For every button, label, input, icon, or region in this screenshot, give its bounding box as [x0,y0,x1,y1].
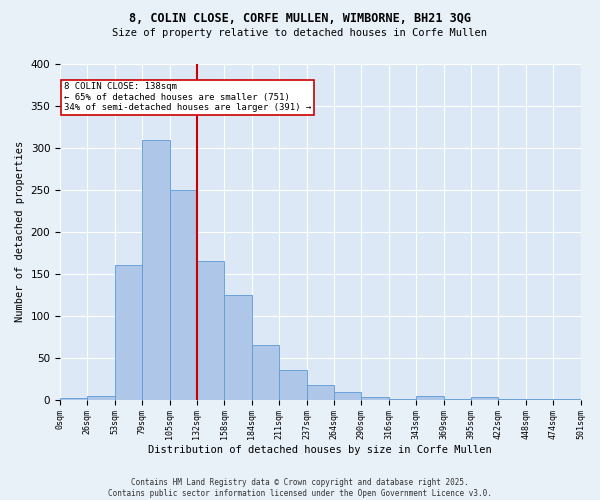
Bar [142,140,170,400]
X-axis label: Distribution of detached houses by size in Corfe Mullen: Distribution of detached houses by size … [148,445,492,455]
Text: Contains HM Land Registry data © Crown copyright and database right 2025.
Contai: Contains HM Land Registry data © Crown c… [108,478,492,498]
Text: 8 COLIN CLOSE: 138sqm
← 65% of detached houses are smaller (751)
34% of semi-det: 8 COLIN CLOSE: 138sqm ← 65% of detached … [64,82,311,112]
Bar [416,396,443,400]
Bar [553,399,580,400]
Bar [224,295,252,400]
Bar [389,399,416,400]
Bar [499,399,526,400]
Bar [471,397,499,400]
Bar [361,397,389,400]
Bar [526,399,553,400]
Bar [115,266,142,400]
Bar [252,345,279,400]
Bar [60,398,88,400]
Bar [334,392,361,400]
Y-axis label: Number of detached properties: Number of detached properties [15,141,25,322]
Bar [307,384,334,400]
Bar [88,396,115,400]
Bar [279,370,307,400]
Bar [197,261,224,400]
Bar [170,190,197,400]
Text: 8, COLIN CLOSE, CORFE MULLEN, WIMBORNE, BH21 3QG: 8, COLIN CLOSE, CORFE MULLEN, WIMBORNE, … [129,12,471,26]
Bar [443,399,471,400]
Text: Size of property relative to detached houses in Corfe Mullen: Size of property relative to detached ho… [113,28,487,38]
